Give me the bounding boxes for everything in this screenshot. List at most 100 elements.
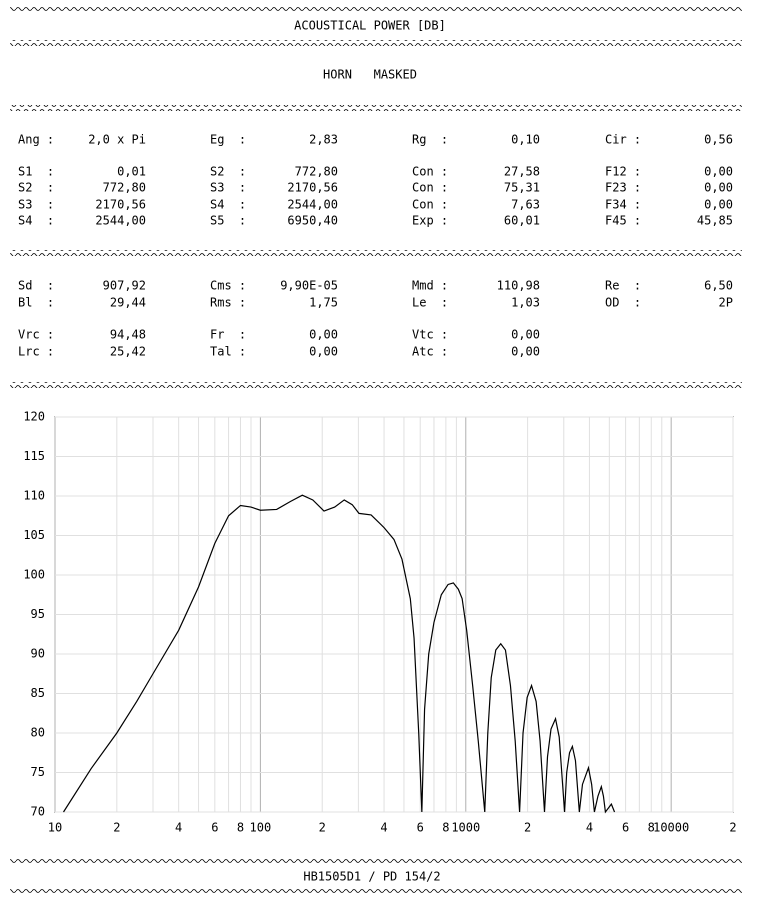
x-tick-label: 4 <box>380 821 387 835</box>
param-label: Rms : <box>210 296 246 310</box>
x-tick-label: 100 <box>250 821 272 835</box>
y-tick-label: 105 <box>23 528 45 542</box>
param-value: 25,42 <box>110 345 146 359</box>
param-value: 0,00 <box>704 198 733 212</box>
param-label: F45 : <box>605 214 641 228</box>
param-value: 2170,56 <box>287 181 338 195</box>
param-label: Con : <box>412 181 448 195</box>
x-tick-label: 2 <box>113 821 120 835</box>
param-value: 2544,00 <box>287 198 338 212</box>
param-value: 0,00 <box>704 165 733 179</box>
param-label: Vrc : <box>18 328 54 342</box>
separator <box>10 382 742 388</box>
x-tick-label: 4 <box>586 821 593 835</box>
param-value: 6,50 <box>704 279 733 293</box>
x-tick-label: 2 <box>319 821 326 835</box>
param-value: 94,48 <box>110 328 146 342</box>
subtitle: HORN MASKED <box>323 68 417 82</box>
x-tick-label: 10000 <box>653 821 689 835</box>
param-label: S2 : <box>210 165 246 179</box>
param-value: 0,00 <box>511 345 540 359</box>
title: ACOUSTICAL POWER [DB] <box>294 19 446 33</box>
separator <box>10 7 742 13</box>
y-tick-label: 120 <box>23 410 45 424</box>
x-tick-label: 4 <box>175 821 182 835</box>
param-value: 110,98 <box>497 279 540 293</box>
param-label: S4 : <box>18 214 54 228</box>
param-label: Tal : <box>210 345 246 359</box>
y-tick-label: 95 <box>31 607 45 621</box>
param-value: 1,75 <box>309 296 338 310</box>
param-label: Sd : <box>18 279 54 293</box>
param-value: 0,56 <box>704 133 733 147</box>
param-label: S3 : <box>18 198 54 212</box>
separator <box>10 889 742 895</box>
param-label: Re : <box>605 279 641 293</box>
x-tick-label: 6 <box>417 821 424 835</box>
y-tick-label: 85 <box>31 686 45 700</box>
param-value: 772,80 <box>103 181 146 195</box>
param-value: 27,58 <box>504 165 540 179</box>
param-label: S4 : <box>210 198 246 212</box>
param-value: 0,01 <box>117 165 146 179</box>
y-tick-label: 110 <box>23 489 45 503</box>
param-value: 60,01 <box>504 214 540 228</box>
separator <box>10 250 742 256</box>
footer: HB1505D1 / PD 154/2 <box>303 870 440 884</box>
param-value: 6950,40 <box>287 214 338 228</box>
separator <box>10 857 742 863</box>
param-label: Atc : <box>412 345 448 359</box>
x-tick-label: 10 <box>48 821 62 835</box>
param-label: Cir : <box>605 133 641 147</box>
param-label: Lrc : <box>18 345 54 359</box>
x-tick-label: 8 <box>442 821 449 835</box>
y-tick-label: 100 <box>23 568 45 582</box>
param-label: Eg : <box>210 133 246 147</box>
param-label: OD : <box>605 296 641 310</box>
response-curve <box>62 494 616 814</box>
y-tick-label: 70 <box>31 805 45 819</box>
param-value: 0,10 <box>511 133 540 147</box>
param-label: S1 : <box>18 165 54 179</box>
y-tick-label: 115 <box>23 449 45 463</box>
param-value: 2P <box>719 296 733 310</box>
separator <box>10 105 742 111</box>
param-value: 1,03 <box>511 296 540 310</box>
param-value: 0,00 <box>309 345 338 359</box>
separators <box>10 7 742 895</box>
x-tick-label: 2 <box>729 821 736 835</box>
param-label: F12 : <box>605 165 641 179</box>
x-tick-label: 8 <box>237 821 244 835</box>
x-tick-label: 6 <box>622 821 629 835</box>
x-tick-label: 2 <box>524 821 531 835</box>
param-value: 9,90E-05 <box>280 279 338 293</box>
param-label: F23 : <box>605 181 641 195</box>
param-label: Bl : <box>18 296 54 310</box>
y-tick-label: 80 <box>31 726 45 740</box>
param-value: 0,00 <box>511 328 540 342</box>
y-tick-label: 90 <box>31 647 45 661</box>
param-label: S2 : <box>18 181 54 195</box>
param-value: 2170,56 <box>95 198 146 212</box>
grid <box>54 416 734 813</box>
param-label: Rg : <box>412 133 448 147</box>
param-label: Cms : <box>210 279 246 293</box>
param-value: 45,85 <box>697 214 733 228</box>
param-label: Exp : <box>412 214 448 228</box>
x-tick-label: 8 <box>648 821 655 835</box>
param-label: Le : <box>412 296 448 310</box>
param-label: Ang : <box>18 133 54 147</box>
param-value: 0,00 <box>704 181 733 195</box>
param-value: 2,0 x Pi <box>88 133 146 147</box>
param-value: 907,92 <box>103 279 146 293</box>
param-label: Vtc : <box>412 328 448 342</box>
separator <box>10 40 742 46</box>
param-label: S3 : <box>210 181 246 195</box>
param-value: 2544,00 <box>95 214 146 228</box>
param-value: 772,80 <box>295 165 338 179</box>
param-label: S5 : <box>210 214 246 228</box>
x-tick-label: 1000 <box>451 821 480 835</box>
param-value: 7,63 <box>511 198 540 212</box>
param-value: 29,44 <box>110 296 146 310</box>
